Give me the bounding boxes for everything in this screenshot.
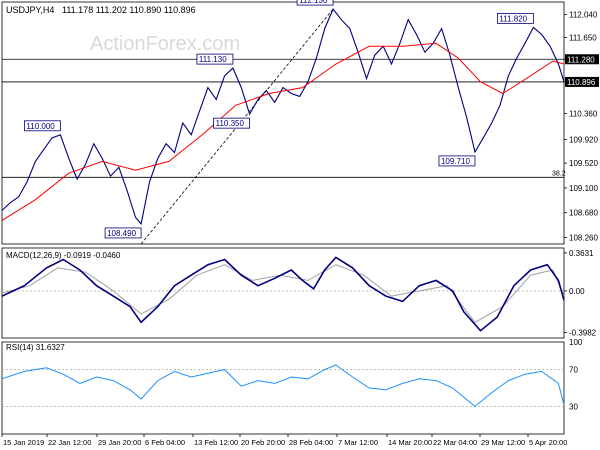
macd-line: [1, 256, 565, 332]
level-tag-box: [565, 76, 599, 87]
price-tick-label: 108.680: [569, 209, 598, 218]
annotation-box: [496, 12, 534, 24]
rsi-tick-label: 30: [569, 402, 578, 411]
panel-frame: [1, 1, 565, 245]
annotation-label: 110.350: [216, 119, 245, 128]
x-tick-label: 5 Apr 20:00: [529, 438, 567, 447]
macd-panel: 0.3631 0.00 -0.3982: [1, 247, 597, 339]
annotation-label: 111.820: [499, 14, 527, 23]
annotation-label: 109.710: [441, 157, 470, 166]
price-tick-label: 110.360: [569, 110, 598, 119]
price-tick-label: 109.920: [569, 136, 598, 145]
x-tick-label: 6 Feb 04:00: [145, 438, 185, 447]
rsi-panel: 100 70 30: [1, 338, 583, 435]
price-series-line: [1, 8, 565, 226]
macd-tick-label: 0.00: [569, 287, 585, 296]
x-tick-label: 28 Feb 04:00: [289, 438, 333, 447]
x-tick-label: 22 Mar 04:00: [433, 438, 477, 447]
rsi-tick-label: 70: [569, 366, 578, 375]
rsi-title: RSI(14) 31.6327: [6, 343, 65, 352]
symbol-header: USDJPY,H4: [6, 5, 54, 15]
price-panel: 112.040 111.650 111.280 110.896 110.360 109.9…: [1, 0, 599, 245]
ohlc-header: 111.178 111.202 110.890 110.896: [62, 5, 196, 15]
annotation-box: [213, 117, 251, 129]
macd-signal-line: [1, 264, 565, 323]
annotation-label: 112.130: [299, 0, 328, 5]
price-tick-label: 109.100: [569, 184, 598, 193]
price-tick-label: 108.260: [569, 234, 598, 243]
annotation-label: 111.130: [199, 55, 227, 64]
panel-frame: [1, 341, 565, 435]
x-tick-label: 13 Feb 12:00: [194, 438, 238, 447]
annotation-label: 108.490: [107, 229, 136, 238]
annotation-box: [24, 120, 61, 132]
macd-tick-label: 0.3631: [569, 249, 594, 258]
watermark: ActionForex.com: [90, 33, 240, 55]
annotation-box: [196, 53, 234, 65]
x-tick-label: 22 Jan 12:00: [48, 438, 91, 447]
price-tick-label: 109.520: [569, 159, 598, 168]
x-tick-label: 14 Mar 20:00: [388, 438, 432, 447]
price-tick-label: 112.040: [569, 10, 598, 19]
level-tag-label: 111.280: [567, 55, 595, 64]
price-tick-label: 111.650: [569, 33, 597, 42]
annotation-box: [296, 0, 334, 6]
macd-tick-label: -0.3982: [569, 329, 597, 338]
x-tick-label: 15 Jan 2019: [3, 438, 44, 447]
x-tick-label: 29 Mar 12:00: [481, 438, 525, 447]
rsi-line: [1, 364, 565, 408]
x-tick-label: 20 Feb 20:00: [241, 438, 285, 447]
x-tick-label: 29 Jan 20:00: [98, 438, 141, 447]
annotation-label: 110.000: [26, 122, 55, 131]
x-tick-label: 7 Mar 12:00: [338, 438, 378, 447]
moving-average-line: [1, 42, 565, 221]
annotation-box: [438, 155, 476, 167]
annotation-box: [104, 227, 142, 239]
level-tag-box: [565, 54, 599, 65]
rsi-tick-label: 100: [569, 338, 583, 347]
fib-level-label: 38.2: [552, 170, 566, 177]
x-axis: 15 Jan 2019 22 Jan 12:00 29 Jan 20:00 6 Feb…: [1, 434, 567, 447]
macd-title: MACD(12,26,9) -0.0919 -0.0460: [6, 251, 121, 260]
level-tag-label: 110.896: [567, 78, 596, 87]
